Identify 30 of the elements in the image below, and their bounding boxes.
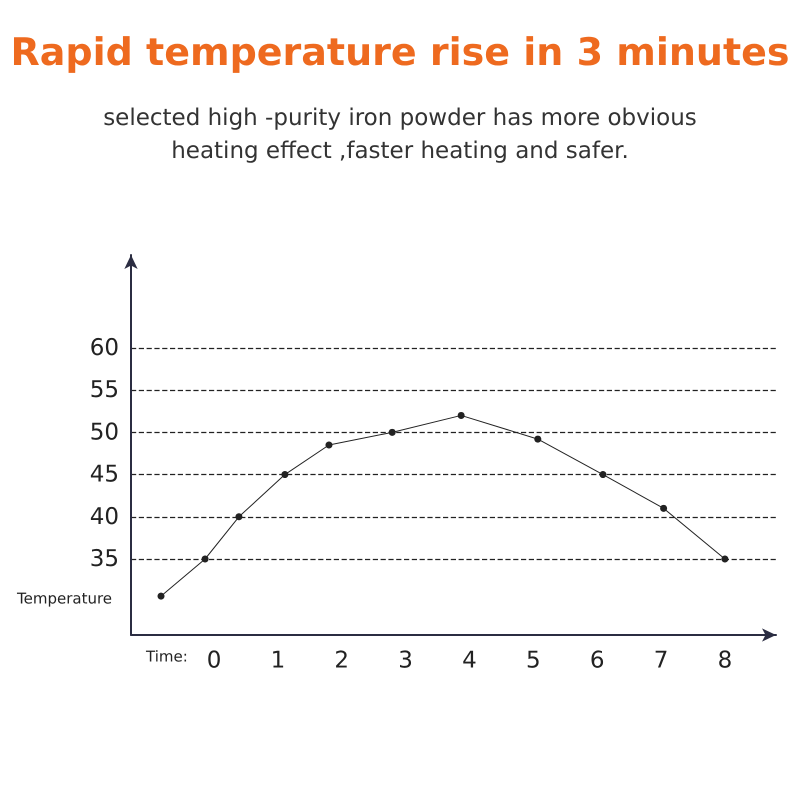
point [534, 436, 542, 443]
x-tick-label: 2 [334, 648, 350, 674]
x-tick-label: 3 [398, 648, 413, 674]
y-tick-label: 40 [90, 504, 119, 530]
x-tick-label: 8 [718, 648, 732, 674]
point [235, 513, 242, 520]
x-tick-label: 4 [462, 648, 477, 674]
x-tick-label: 0 [206, 648, 222, 674]
point [721, 556, 728, 562]
x-tick-label: 6 [590, 648, 605, 674]
point [660, 504, 668, 512]
chart-title: Rapid temperature rise in 3 minutes [9, 30, 791, 74]
y-axis-title: Temperature [16, 590, 112, 608]
y-tick-label: 60 [90, 334, 119, 361]
y-tick-label: 50 [90, 419, 119, 446]
point [325, 442, 332, 448]
x-tick-label: 7 [654, 648, 668, 674]
point [599, 471, 606, 478]
point [281, 471, 288, 478]
x-tick-label: 5 [526, 648, 541, 674]
point [158, 592, 165, 600]
x-axis-title: Time: [145, 648, 188, 666]
x-tick-label: 1 [270, 648, 286, 674]
y-tick-label: 55 [90, 377, 119, 404]
point [202, 556, 209, 562]
y-tick-label: 35 [90, 546, 119, 572]
point [458, 412, 465, 419]
chart-subtitle: selected high -purity iron powder has more obvious heating effect ,faster heating and safer. [102, 104, 698, 166]
y-tick-label: 45 [90, 462, 119, 488]
point [388, 428, 396, 436]
